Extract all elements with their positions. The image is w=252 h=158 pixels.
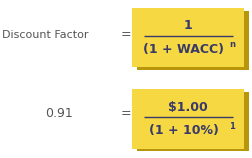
Text: 1: 1 <box>229 122 235 131</box>
FancyBboxPatch shape <box>132 89 244 149</box>
FancyBboxPatch shape <box>137 92 249 151</box>
Text: =: = <box>121 28 131 41</box>
Text: =: = <box>121 107 131 120</box>
Text: n: n <box>229 40 235 49</box>
Text: 0.91: 0.91 <box>45 107 73 120</box>
Text: $1.00: $1.00 <box>169 100 208 114</box>
Text: (1 + WACC): (1 + WACC) <box>143 43 224 56</box>
FancyBboxPatch shape <box>137 11 249 70</box>
FancyBboxPatch shape <box>132 8 244 67</box>
Text: Discount Factor: Discount Factor <box>2 30 89 40</box>
Text: (1 + 10%): (1 + 10%) <box>149 124 219 137</box>
Text: 1: 1 <box>184 19 193 32</box>
